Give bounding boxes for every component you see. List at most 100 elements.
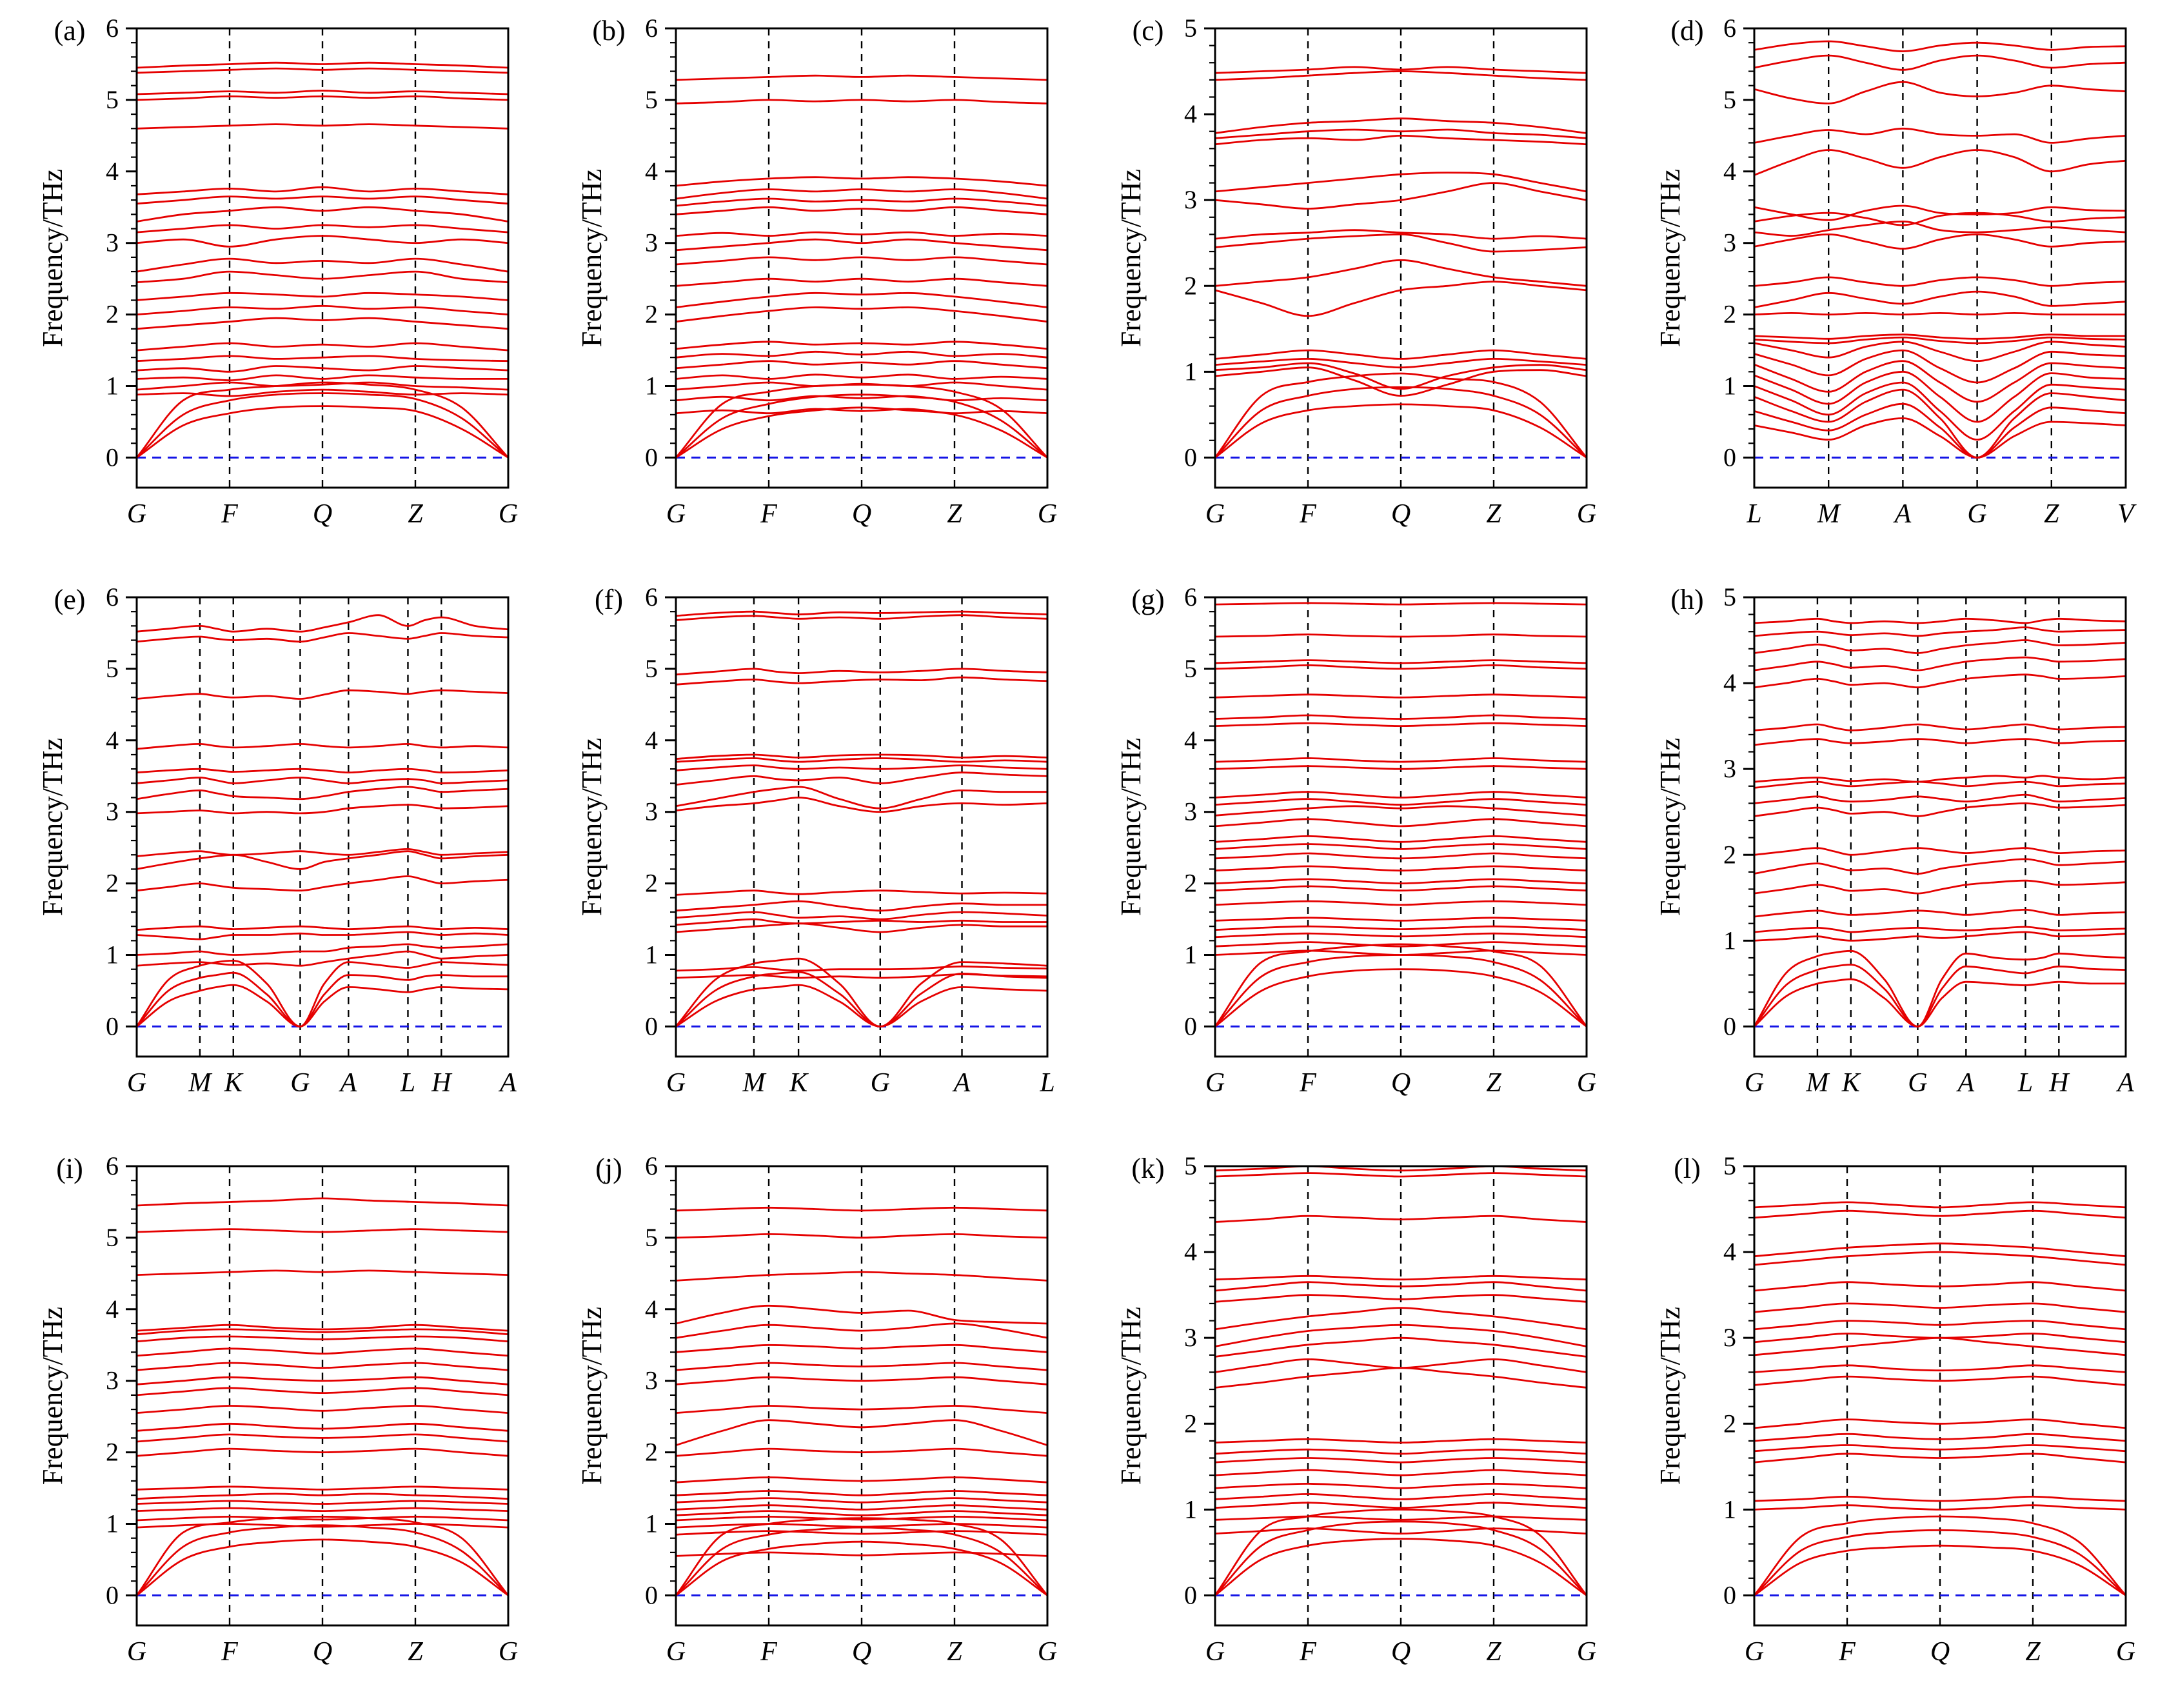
y-tick-label: 3 bbox=[1184, 1323, 1197, 1352]
y-tick-label: 5 bbox=[1723, 85, 1736, 114]
phonon-band bbox=[135, 304, 510, 315]
phonon-band bbox=[135, 960, 510, 1028]
phonon-band bbox=[1753, 978, 2127, 1028]
phonon-band bbox=[1214, 358, 1588, 369]
y-tick-label: 6 bbox=[645, 582, 658, 611]
phonon-band bbox=[135, 850, 510, 870]
panel-label: (a) bbox=[54, 15, 86, 46]
phonon-band bbox=[1753, 775, 2127, 783]
k-point-label: F bbox=[1299, 1637, 1316, 1667]
phonon-band bbox=[1214, 949, 1588, 956]
phonon-band bbox=[135, 317, 510, 330]
phonon-band bbox=[1214, 372, 1588, 459]
k-point-label: F bbox=[221, 1637, 238, 1667]
phonon-band bbox=[135, 405, 510, 459]
k-point-label: L bbox=[2017, 1068, 2033, 1098]
band-structure-plot: 0 1 2 3 4 5 6 L M A G Z V Frequency/THz (d) bbox=[1654, 14, 2137, 529]
phonon-band bbox=[1214, 229, 1588, 240]
phonon-band bbox=[1753, 370, 2127, 423]
y-tick-label: 2 bbox=[1723, 1409, 1736, 1438]
y-axis-label: Frequency/THz bbox=[1654, 169, 1686, 347]
phonon-band bbox=[135, 804, 510, 815]
phonon-band bbox=[1214, 932, 1588, 938]
phonon-band bbox=[1214, 1307, 1588, 1331]
phonon-band bbox=[135, 848, 510, 857]
k-point-label: A bbox=[2115, 1068, 2134, 1098]
phonon-band bbox=[1753, 673, 2127, 689]
k-point-label: G bbox=[127, 1068, 146, 1098]
phonon-band bbox=[1214, 1483, 1588, 1489]
phonon-band bbox=[135, 1324, 510, 1332]
k-point-label: G bbox=[1745, 1068, 1764, 1098]
phonon-band bbox=[135, 95, 510, 101]
plot-frame bbox=[1214, 1165, 1588, 1627]
y-axis-label: Frequency/THz bbox=[576, 738, 608, 916]
k-point-label: A bbox=[1955, 1068, 1974, 1098]
phonon-band bbox=[1753, 417, 2127, 459]
phonon-band bbox=[675, 1419, 1049, 1446]
phonon-band bbox=[1753, 909, 2127, 918]
phonon-panel: 0 1 2 3 4 5 G M K G A L H A Frequency/THz (h) bbox=[1618, 569, 2157, 1138]
phonon-band bbox=[675, 1447, 1049, 1457]
phonon-band bbox=[675, 1233, 1049, 1239]
plot-frame bbox=[135, 596, 510, 1058]
phonon-band bbox=[135, 925, 510, 931]
phonon-band bbox=[1753, 1375, 2127, 1386]
phonon-band bbox=[135, 186, 510, 195]
phonon-band bbox=[675, 771, 1049, 786]
phonon-band bbox=[135, 777, 510, 784]
k-point-label: M bbox=[742, 1068, 766, 1098]
phonon-band bbox=[135, 1538, 510, 1596]
k-point-label: Z bbox=[1486, 1068, 1501, 1098]
phonon-band bbox=[1753, 1444, 2127, 1453]
k-point-label: A bbox=[338, 1068, 357, 1098]
phonon-band bbox=[675, 74, 1049, 81]
phonon-band bbox=[135, 1347, 510, 1357]
phonon-band bbox=[1214, 1448, 1588, 1455]
phonon-band bbox=[675, 797, 1049, 813]
phonon-band bbox=[135, 292, 510, 301]
phonon-band bbox=[675, 381, 1049, 391]
phonon-band bbox=[1214, 70, 1588, 81]
y-axis-label: Frequency/THz bbox=[37, 738, 68, 916]
phonon-band bbox=[1214, 941, 1588, 948]
y-tick-label: 3 bbox=[645, 797, 658, 826]
y-tick-label: 0 bbox=[1723, 1580, 1736, 1609]
phonon-band bbox=[675, 1540, 1049, 1596]
k-point-label: K bbox=[789, 1068, 809, 1098]
y-tick-label: 1 bbox=[106, 1509, 119, 1538]
phonon-band bbox=[675, 922, 1049, 933]
plot-frame bbox=[135, 27, 510, 489]
phonon-band bbox=[135, 224, 510, 233]
k-point-label: Q bbox=[313, 499, 332, 529]
phonon-band bbox=[675, 238, 1049, 252]
y-tick-label: 1 bbox=[106, 372, 119, 401]
k-point-label: G bbox=[871, 1068, 890, 1098]
y-tick-label: 0 bbox=[106, 1580, 119, 1609]
phonon-band bbox=[135, 1376, 510, 1385]
phonon-band bbox=[1753, 1364, 2127, 1373]
phonon-band bbox=[675, 393, 1049, 459]
phonon-band bbox=[1753, 149, 2127, 176]
phonon-band bbox=[675, 757, 1049, 763]
phonon-band bbox=[1214, 66, 1588, 74]
phonon-band bbox=[1214, 925, 1588, 931]
phonon-band bbox=[1214, 1502, 1588, 1509]
phonon-band bbox=[1214, 885, 1588, 892]
y-tick-label: 5 bbox=[1184, 654, 1197, 683]
phonon-band bbox=[675, 277, 1049, 287]
plot-frame bbox=[675, 27, 1049, 489]
phonon-band bbox=[135, 1335, 510, 1343]
phonon-band bbox=[675, 206, 1049, 215]
phonon-band bbox=[675, 984, 1049, 1028]
phonon-band bbox=[675, 918, 1049, 926]
phonon-band bbox=[1753, 312, 2127, 315]
k-point-label: V bbox=[2117, 499, 2137, 529]
y-tick-label: 0 bbox=[645, 1580, 658, 1609]
phonon-band bbox=[1214, 818, 1588, 828]
phonon-band bbox=[675, 1551, 1049, 1557]
k-point-label: G bbox=[1038, 1637, 1057, 1667]
phonon-band bbox=[135, 1433, 510, 1443]
phonon-band bbox=[135, 1228, 510, 1233]
phonon-band bbox=[135, 1387, 510, 1396]
